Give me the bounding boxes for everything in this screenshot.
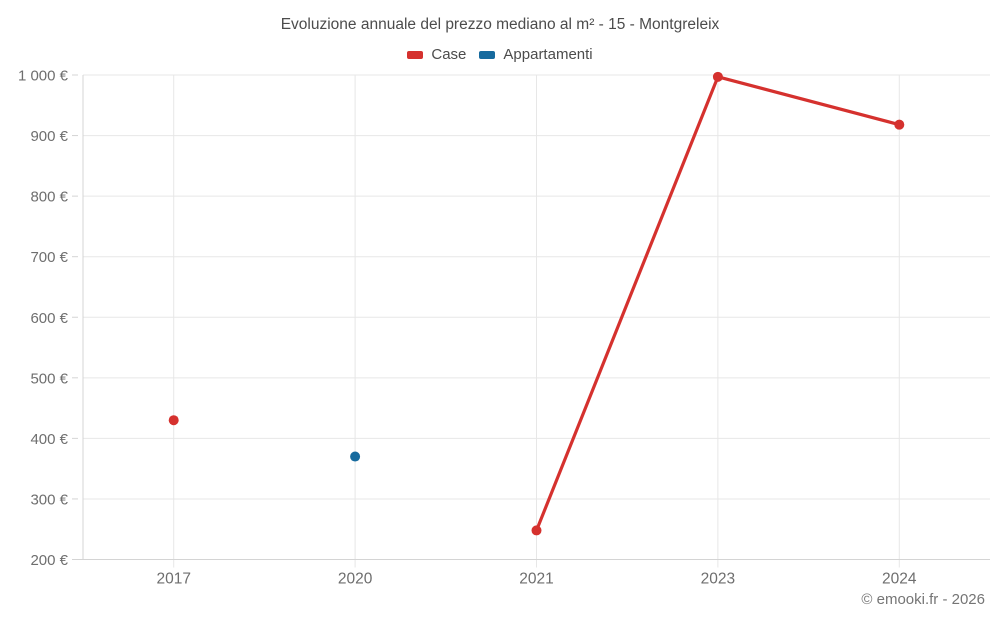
y-tick-label: 400 €: [30, 431, 68, 448]
legend-swatch-appartamenti-icon: [479, 50, 496, 59]
y-tick-label: 200 €: [30, 552, 68, 569]
y-tick-label: 1 000 €: [18, 68, 69, 85]
y-tick-label: 300 €: [30, 491, 68, 508]
x-tick-label: 2024: [882, 571, 917, 588]
x-tick-label: 2023: [701, 571, 735, 588]
data-point-case-2024: [894, 119, 905, 130]
y-tick-label: 800 €: [30, 189, 68, 206]
chart-legend: Case Appartamenti: [0, 46, 1000, 63]
y-tick-label: 900 €: [30, 128, 68, 145]
legend-label-case: Case: [431, 46, 467, 63]
x-tick-label: 2020: [338, 571, 373, 588]
x-tick-label: 2021: [519, 571, 553, 588]
data-point-case-2017: [168, 415, 179, 426]
legend-swatch-case-icon: [407, 50, 424, 59]
data-point-case-2021: [531, 525, 542, 536]
data-point-appartamenti-2020: [350, 451, 361, 462]
copyright-text: © emooki.fr - 2026: [861, 591, 985, 608]
data-point-case-2023: [712, 71, 723, 82]
chart-title: Evoluzione annuale del prezzo mediano al…: [280, 16, 720, 33]
y-tick-label: 600 €: [30, 310, 68, 327]
y-tick-label: 500 €: [30, 370, 68, 387]
legend-label-appartamenti: Appartamenti: [503, 46, 593, 63]
legend-item-case[interactable]: Case: [407, 46, 466, 63]
legend-item-appartamenti[interactable]: Appartamenti: [479, 46, 593, 63]
y-tick-label: 700 €: [30, 249, 68, 266]
x-tick-label: 2017: [156, 571, 190, 588]
